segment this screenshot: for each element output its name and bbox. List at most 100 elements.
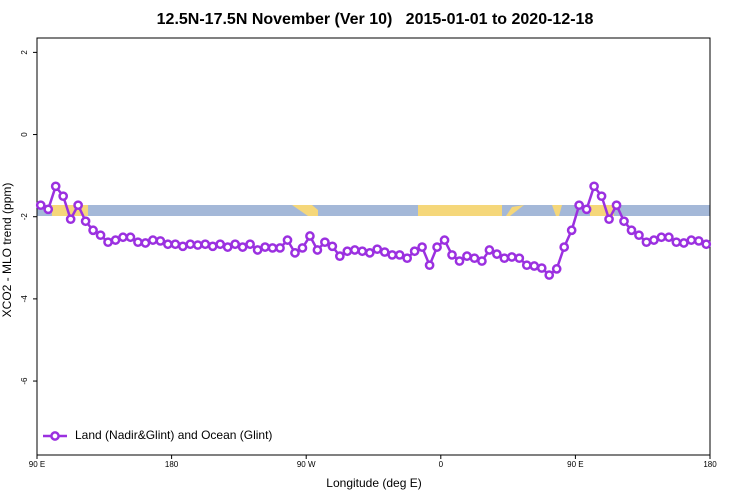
data-point: [671, 237, 682, 248]
data-point: [634, 230, 644, 241]
data-point: [649, 235, 659, 245]
x-tick-label: 90 E: [29, 460, 45, 469]
y-tick-label: -2: [20, 213, 29, 221]
data-point: [267, 243, 278, 253]
data-point: [439, 235, 450, 245]
data-point: [275, 243, 285, 253]
x-tick-label: 180: [165, 460, 179, 469]
data-point: [454, 256, 465, 266]
data-point: [596, 191, 607, 202]
data-point: [103, 237, 113, 248]
data-point: [506, 252, 517, 262]
data-point: [349, 245, 360, 255]
data-point: [88, 225, 98, 236]
x-tick-label: 0: [439, 460, 444, 469]
data-point: [656, 232, 667, 243]
data-point: [35, 200, 46, 211]
data-point: [140, 238, 151, 248]
data-point: [678, 238, 689, 248]
data-point: [50, 181, 61, 192]
data-point: [43, 204, 54, 215]
data-point: [693, 236, 704, 246]
data-point: [177, 241, 188, 252]
data-point: [364, 248, 375, 258]
y-tick-label: -6: [20, 377, 29, 385]
data-point: [664, 232, 674, 243]
series-line: [40, 183, 707, 277]
data-point: [477, 256, 487, 266]
x-tick-label: 180: [703, 460, 717, 469]
data-point: [409, 246, 420, 257]
data-point: [95, 230, 106, 241]
data-point: [469, 253, 480, 264]
data-point: [574, 200, 584, 211]
data-point: [192, 240, 203, 250]
data-point: [312, 245, 323, 255]
data-point: [327, 241, 338, 252]
data-point: [252, 245, 263, 255]
data-point: [514, 253, 525, 264]
data-point: [701, 239, 712, 250]
data-point: [133, 237, 143, 248]
x-tick-label: 90 E: [567, 460, 583, 469]
data-point: [529, 261, 540, 271]
data-point: [387, 250, 398, 260]
legend-marker: [50, 431, 60, 441]
y-tick-label: 0: [20, 132, 29, 137]
data-point: [379, 247, 390, 257]
y-axis-title: XCO2 - MLO trend (ppm): [0, 183, 14, 318]
data-point: [155, 236, 166, 246]
data-point: [260, 242, 270, 252]
data-point: [215, 239, 226, 250]
data-point: [163, 239, 173, 250]
data-point: [372, 244, 383, 255]
data-point: [559, 242, 570, 252]
chart-title: 12.5N-17.5N November (Ver 10) 2015-01-01…: [157, 11, 594, 28]
y-tick-label: -4: [20, 295, 29, 303]
data-point: [335, 251, 345, 262]
data-point: [686, 235, 697, 245]
data-point: [551, 264, 562, 274]
data-point: [297, 243, 308, 253]
data-point: [125, 232, 136, 243]
data-point: [566, 225, 577, 236]
data-point: [447, 250, 457, 260]
data-point: [237, 242, 248, 252]
data-point: [357, 246, 368, 257]
data-point: [170, 239, 181, 250]
data-point: [65, 214, 76, 225]
data-point: [611, 200, 622, 211]
x-tick-label: 90 W: [297, 460, 316, 469]
land-ocean-strip: [37, 205, 710, 216]
data-point: [148, 235, 158, 245]
data-point: [462, 251, 472, 262]
data-point: [417, 242, 427, 252]
data-point: [604, 214, 614, 225]
data-point: [185, 239, 196, 250]
data-point: [320, 237, 330, 248]
data-point: [222, 242, 233, 252]
data-point: [589, 181, 599, 192]
data-point: [492, 249, 502, 259]
data-point: [499, 253, 510, 264]
data-point: [207, 241, 218, 252]
data-point: [200, 239, 211, 250]
data-point: [80, 216, 91, 227]
data-point: [641, 237, 652, 248]
data-point: [521, 260, 532, 271]
data-point: [424, 260, 435, 271]
data-point: [402, 253, 412, 264]
data-point: [110, 235, 121, 245]
data-point: [536, 263, 547, 273]
data-point: [230, 239, 241, 250]
legend-label: Land (Nadir&Glint) and Ocean (Glint): [75, 428, 272, 442]
data-point: [73, 200, 83, 211]
data-point: [432, 242, 442, 252]
data-point: [305, 231, 315, 241]
data-point: [484, 245, 495, 255]
data-point: [626, 225, 637, 236]
data-point: [290, 248, 300, 258]
data-point: [58, 191, 69, 202]
data-point: [118, 232, 128, 243]
